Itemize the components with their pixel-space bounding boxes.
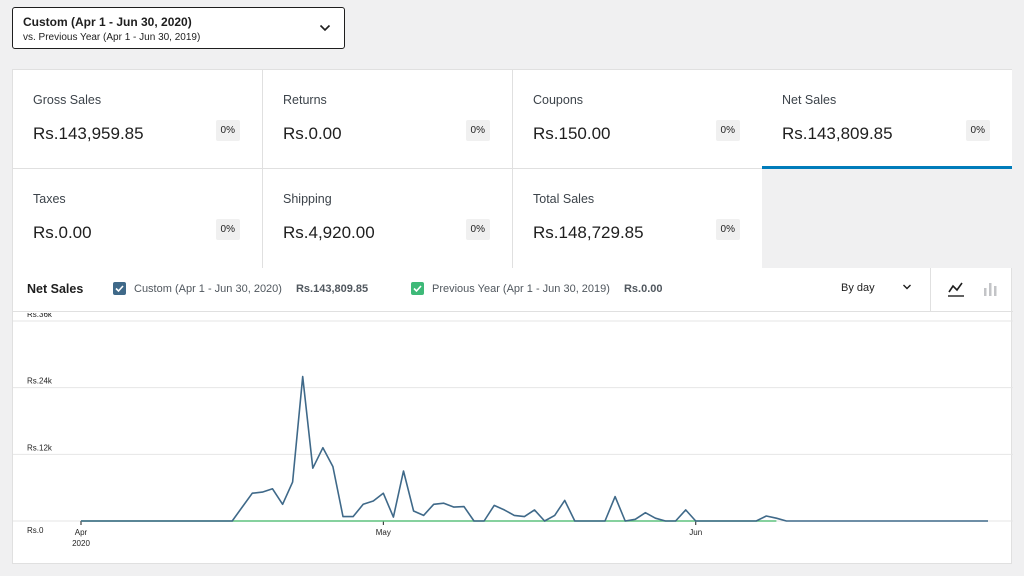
delta-badge: 0% <box>715 219 740 240</box>
chart-title: Net Sales <box>27 282 84 296</box>
chart-panel: Net Sales Custom (Apr 1 - Jun 30, 2020) … <box>12 268 1013 564</box>
legend-label: Custom (Apr 1 - Jun 30, 2020) <box>134 282 282 295</box>
date-range-secondary: vs. Previous Year (Apr 1 - Jun 30, 2019) <box>23 32 201 43</box>
tile-shipping[interactable]: Shipping Rs.4,920.00 0% <box>263 169 513 268</box>
tile-value: Rs.4,920.00 <box>283 223 375 242</box>
y-tick-label: Rs.12k <box>27 443 53 452</box>
tile-label: Taxes <box>33 192 66 206</box>
legend-item-current[interactable]: Custom (Apr 1 - Jun 30, 2020) Rs.143,809… <box>113 282 368 295</box>
delta-badge: 0% <box>965 120 990 141</box>
series-line-current <box>81 375 988 522</box>
chevron-down-icon <box>319 24 331 32</box>
tile-net-sales[interactable]: Net Sales Rs.143,809.85 0% <box>762 70 1012 169</box>
tile-value: Rs.0.00 <box>283 124 342 143</box>
chevron-down-icon <box>903 284 911 290</box>
y-tick-label: Rs.0 <box>27 526 44 535</box>
net-sales-chart: Rs.36k Rs.24k Rs.12k Rs.0 Apr 2020 May Jun <box>13 310 1013 563</box>
tile-returns[interactable]: Returns Rs.0.00 0% <box>263 70 513 169</box>
interval-select[interactable]: By day <box>841 282 913 294</box>
y-tick-label: Rs.36k <box>27 313 53 319</box>
chart-header: Net Sales Custom (Apr 1 - Jun 30, 2020) … <box>13 268 1013 312</box>
tile-value: Rs.150.00 <box>533 124 611 143</box>
chart-type-toggle <box>930 268 1013 312</box>
tile-value: Rs.148,729.85 <box>533 223 644 242</box>
delta-badge: 0% <box>215 120 240 141</box>
legend-label: Previous Year (Apr 1 - Jun 30, 2019) <box>432 282 610 295</box>
tile-value: Rs.143,959.85 <box>33 124 144 143</box>
tile-gross-sales[interactable]: Gross Sales Rs.143,959.85 0% <box>13 70 263 169</box>
tile-label: Returns <box>283 93 327 107</box>
tile-placeholder <box>762 169 1012 268</box>
x-tick-label: Jun <box>689 528 702 537</box>
date-range-picker[interactable]: Custom (Apr 1 - Jun 30, 2020) vs. Previo… <box>12 7 345 49</box>
delta-badge: 0% <box>215 219 240 240</box>
line-chart-icon[interactable] <box>947 280 965 298</box>
summary-tiles: Gross Sales Rs.143,959.85 0% Returns Rs.… <box>12 69 1012 268</box>
x-tick-label: Apr <box>75 528 88 537</box>
x-tick-sublabel: 2020 <box>72 539 90 548</box>
tile-label: Coupons <box>533 93 584 107</box>
y-tick-label: Rs.24k <box>27 377 53 386</box>
date-range-primary: Custom (Apr 1 - Jun 30, 2020) <box>23 15 192 29</box>
bar-chart-icon[interactable] <box>981 280 999 298</box>
legend-item-previous[interactable]: Previous Year (Apr 1 - Jun 30, 2019) Rs.… <box>411 282 662 295</box>
delta-badge: 0% <box>465 219 490 240</box>
legend-total: Rs.0.00 <box>623 282 663 295</box>
delta-badge: 0% <box>465 120 490 141</box>
interval-label: By day <box>841 282 875 294</box>
tile-value: Rs.143,809.85 <box>782 124 893 143</box>
tile-label: Net Sales <box>782 93 837 107</box>
tile-coupons[interactable]: Coupons Rs.150.00 0% <box>513 70 763 169</box>
tile-total-sales[interactable]: Total Sales Rs.148,729.85 0% <box>513 169 763 268</box>
checkbox-icon <box>113 282 126 295</box>
legend-total: Rs.143,809.85 <box>295 282 369 295</box>
tile-label: Shipping <box>283 192 332 206</box>
tile-label: Total Sales <box>533 192 595 206</box>
delta-badge: 0% <box>715 120 740 141</box>
tile-label: Gross Sales <box>33 93 102 107</box>
checkbox-icon <box>411 282 424 295</box>
x-tick-label: May <box>376 528 391 537</box>
tile-taxes[interactable]: Taxes Rs.0.00 0% <box>13 169 263 268</box>
line-chart: Rs.36k Rs.24k Rs.12k Rs.0 Apr 2020 May Jun <box>13 310 1013 548</box>
tile-value: Rs.0.00 <box>33 223 92 242</box>
